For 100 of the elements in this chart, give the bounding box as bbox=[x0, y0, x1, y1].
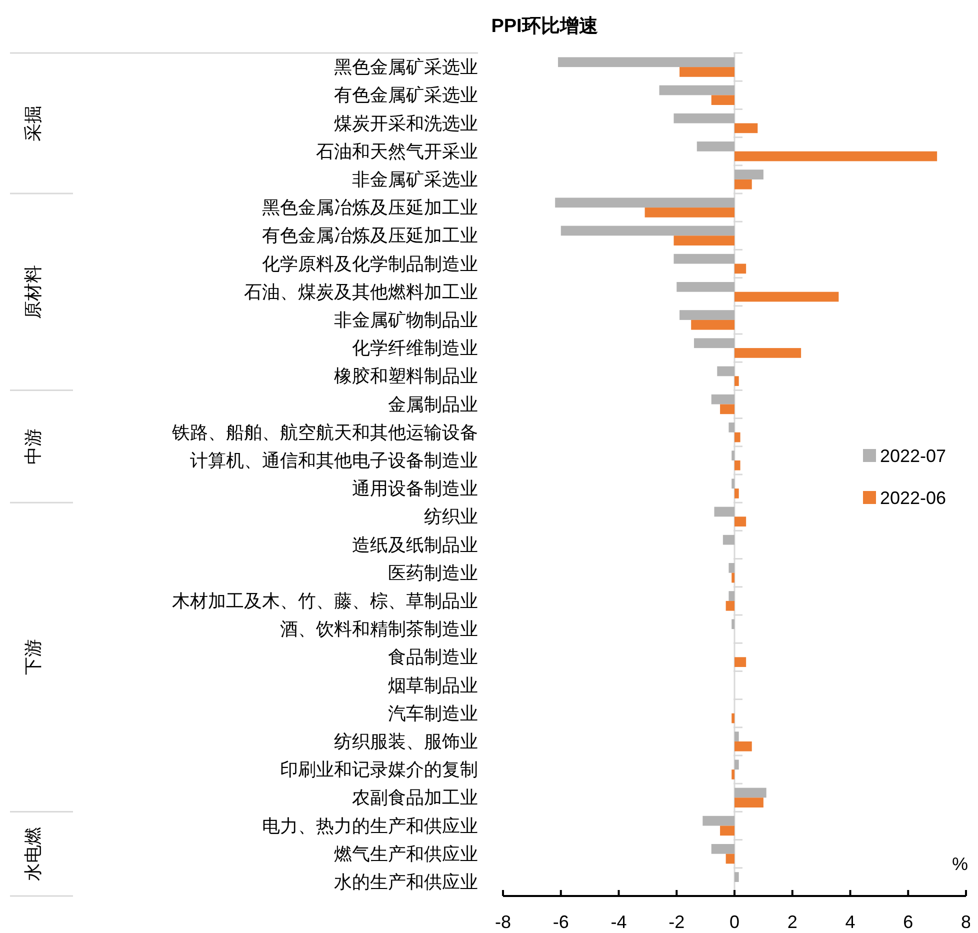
y-tick-label: 非金属矿采选业 bbox=[352, 169, 478, 190]
bar bbox=[720, 826, 734, 836]
bar bbox=[732, 478, 734, 489]
x-tick-label: -8 bbox=[494, 912, 512, 932]
y-tick-label: 纺织服装、服饰业 bbox=[334, 731, 478, 752]
bar bbox=[696, 142, 734, 152]
bar bbox=[732, 450, 734, 460]
bar bbox=[674, 254, 734, 264]
bar bbox=[555, 198, 734, 208]
bar bbox=[734, 516, 746, 526]
text: 原材料 bbox=[23, 264, 43, 319]
chart-title: PPI环比增速 bbox=[491, 15, 598, 37]
bar bbox=[734, 376, 739, 386]
x-tick-label: -2 bbox=[668, 912, 685, 932]
y-tick-label: 非金属矿物制品业 bbox=[334, 310, 478, 330]
y-tick-label: 橡胶和塑料制品业 bbox=[334, 366, 478, 386]
bar bbox=[560, 226, 734, 236]
bar bbox=[711, 844, 734, 854]
bar bbox=[732, 713, 734, 724]
bar bbox=[732, 572, 734, 583]
bar bbox=[734, 292, 839, 302]
bar bbox=[714, 506, 734, 517]
y-tick-label: 有色金属矿采选业 bbox=[334, 85, 478, 106]
bar bbox=[734, 732, 739, 742]
bar bbox=[728, 422, 734, 432]
bar bbox=[734, 872, 739, 882]
bar bbox=[734, 741, 752, 752]
y-tick-label: 医药制造业 bbox=[388, 562, 478, 583]
bar bbox=[659, 85, 734, 96]
y-tick-label: 水的生产和供应业 bbox=[334, 872, 478, 892]
bar bbox=[728, 591, 734, 601]
bar bbox=[726, 600, 734, 611]
y-tick-label: 纺织业 bbox=[424, 506, 478, 527]
text: 中游 bbox=[23, 428, 43, 464]
y-tick-label: 煤炭开采和洗选业 bbox=[334, 113, 478, 134]
bar bbox=[717, 366, 734, 376]
bar bbox=[558, 57, 734, 68]
bar bbox=[726, 854, 734, 864]
x-tick-label: 4 bbox=[845, 912, 856, 932]
x-tick-label: 0 bbox=[729, 912, 740, 932]
bar bbox=[711, 95, 734, 105]
bar bbox=[734, 432, 740, 442]
y-tick-label: 酒、饮料和精制茶制造业 bbox=[280, 619, 478, 640]
bar bbox=[691, 320, 734, 330]
y-tick-label: 化学原料及化学制品制造业 bbox=[262, 254, 478, 274]
bar bbox=[734, 488, 739, 498]
bar bbox=[711, 394, 734, 404]
bar bbox=[734, 179, 752, 190]
y-tick-label: 金属制品业 bbox=[388, 394, 478, 414]
y-tick-label: 燃气生产和供应业 bbox=[334, 844, 478, 864]
legend-label: 2022-07 bbox=[880, 446, 946, 466]
x-tick-label: 8 bbox=[960, 912, 972, 932]
bar bbox=[734, 348, 802, 358]
x-tick-label: 2 bbox=[787, 912, 798, 932]
y-tick-label: 黑色金属矿采选业 bbox=[334, 57, 478, 78]
y-tick-label: 化学纤维制造业 bbox=[352, 338, 478, 358]
bar bbox=[734, 460, 740, 470]
bar bbox=[734, 151, 938, 162]
bar bbox=[734, 123, 758, 134]
legend-label: 2022-06 bbox=[880, 488, 946, 508]
bar bbox=[694, 338, 734, 348]
x-tick-label: -4 bbox=[610, 912, 627, 932]
bar bbox=[734, 760, 739, 770]
y-tick-label: 农副食品加工业 bbox=[352, 788, 478, 808]
y-tick-label: 食品制造业 bbox=[388, 647, 478, 668]
y-tick-label: 黑色金属冶炼及压延加工业 bbox=[262, 198, 478, 218]
bar bbox=[720, 404, 734, 414]
bar bbox=[734, 657, 746, 667]
bar bbox=[734, 170, 764, 180]
text: 采掘 bbox=[23, 105, 43, 142]
y-tick-label: 有色金属冶炼及压延加工业 bbox=[262, 226, 478, 246]
bar bbox=[732, 619, 734, 630]
y-tick-label: 电力、热力的生产和供应业 bbox=[262, 816, 478, 836]
y-tick-label: 铁路、船舶、航空航天和其他运输设备 bbox=[171, 422, 478, 442]
y-tick-label: 汽车制造业 bbox=[388, 703, 478, 724]
bar bbox=[680, 67, 734, 77]
bar bbox=[676, 282, 734, 292]
y-tick-label: 石油和天然气开采业 bbox=[316, 141, 478, 162]
bar bbox=[644, 208, 734, 218]
y-tick-label: 烟草制品业 bbox=[388, 675, 478, 696]
bar bbox=[674, 236, 734, 246]
y-tick-label: 计算机、通信和其他电子设备制造业 bbox=[190, 450, 478, 470]
bar bbox=[732, 770, 734, 780]
bar bbox=[702, 816, 734, 826]
text: 下游 bbox=[23, 639, 43, 676]
bar bbox=[680, 310, 734, 320]
bar bbox=[722, 534, 734, 545]
bar bbox=[734, 798, 764, 808]
y-tick-label: 印刷业和记录媒介的复制 bbox=[280, 760, 478, 780]
x-axis-title: % bbox=[952, 854, 968, 874]
x-tick-label: 6 bbox=[903, 912, 914, 932]
bar bbox=[734, 788, 766, 798]
x-tick-label: -6 bbox=[552, 912, 569, 932]
y-tick-label: 通用设备制造业 bbox=[352, 478, 478, 499]
bar bbox=[734, 264, 746, 274]
text: 水电燃 bbox=[23, 826, 43, 881]
bar bbox=[728, 563, 734, 573]
y-tick-label: 木材加工及木、竹、藤、棕、草制品业 bbox=[172, 590, 478, 611]
y-tick-label: 石油、煤炭及其他燃料加工业 bbox=[244, 282, 478, 302]
y-tick-label: 造纸及纸制品业 bbox=[352, 534, 478, 555]
